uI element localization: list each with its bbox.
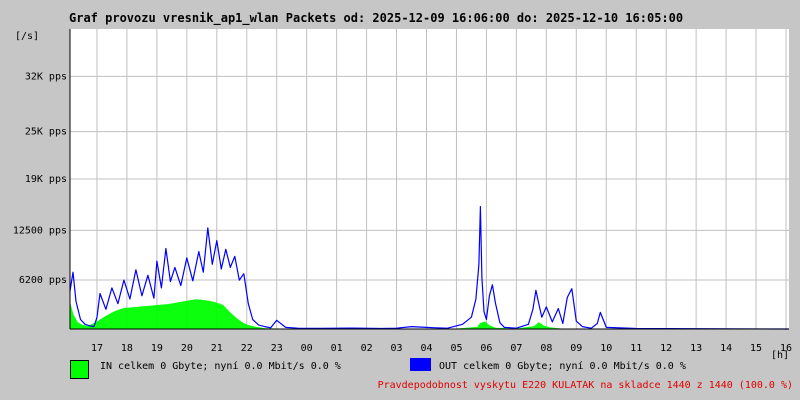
legend-out-text: OUT celkem 0 Gbyte; nyní 0.0 Mbit/s 0.0 … <box>439 361 686 372</box>
x-tick-label: 09 <box>570 343 582 354</box>
series-in-area <box>69 299 789 330</box>
x-tick-label: 13 <box>690 343 702 354</box>
x-tick-label: 10 <box>600 343 612 354</box>
legend-out-swatch <box>410 358 431 371</box>
y-tick-label: 6200 pps <box>19 275 67 286</box>
legend-in-swatch <box>70 360 89 379</box>
probability-note: Pravdepodobnost vyskytu E220 KULATAK na … <box>377 380 793 391</box>
y-tick-label: 32K pps <box>25 71 67 82</box>
x-tick-label: 01 <box>331 343 343 354</box>
grid-lines <box>70 29 789 329</box>
x-tick-label: 17 <box>91 343 103 354</box>
x-tick-label: 22 <box>241 343 253 354</box>
x-tick-label: 03 <box>391 343 403 354</box>
x-tick-label: 14 <box>720 343 732 354</box>
series-out-line <box>69 206 790 330</box>
x-tick-label: 00 <box>301 343 313 354</box>
y-tick-label: 19K pps <box>25 174 67 185</box>
axes-layer <box>69 29 789 330</box>
x-tick-label: 04 <box>420 343 432 354</box>
x-tick-label: 23 <box>271 343 283 354</box>
x-tick-label: 11 <box>630 343 642 354</box>
x-tick-label: 12 <box>660 343 672 354</box>
x-tick-label: 06 <box>480 343 492 354</box>
x-tick-label: 15 <box>750 343 762 354</box>
y-tick-label: 25K pps <box>25 127 67 138</box>
tick-labels: 17 18 19 20 21 22 23 00 01 02 03 04 05 06 07 08 09 10 11 12… <box>13 71 792 354</box>
x-tick-label: 02 <box>361 343 373 354</box>
x-tick-label: 20 <box>181 343 193 354</box>
legend-in-text: IN celkem 0 Gbyte; nyní 0.0 Mbit/s 0.0 % <box>100 361 341 372</box>
y-axis-unit: [/s] <box>15 31 40 42</box>
x-tick-label: 08 <box>540 343 552 354</box>
x-tick-label: 05 <box>450 343 462 354</box>
chart-title: Graf provozu vresnik_ap1_wlan Packets od… <box>69 11 684 25</box>
x-tick-label: 19 <box>151 343 163 354</box>
x-axis-unit: [h] <box>771 350 790 361</box>
series-layer <box>69 206 790 330</box>
x-tick-label: 07 <box>510 343 522 354</box>
y-tick-label: 12500 pps <box>13 225 67 236</box>
x-tick-label: 18 <box>121 343 133 354</box>
x-tick-label: 21 <box>211 343 223 354</box>
x-tick-label: 16 <box>780 343 792 354</box>
